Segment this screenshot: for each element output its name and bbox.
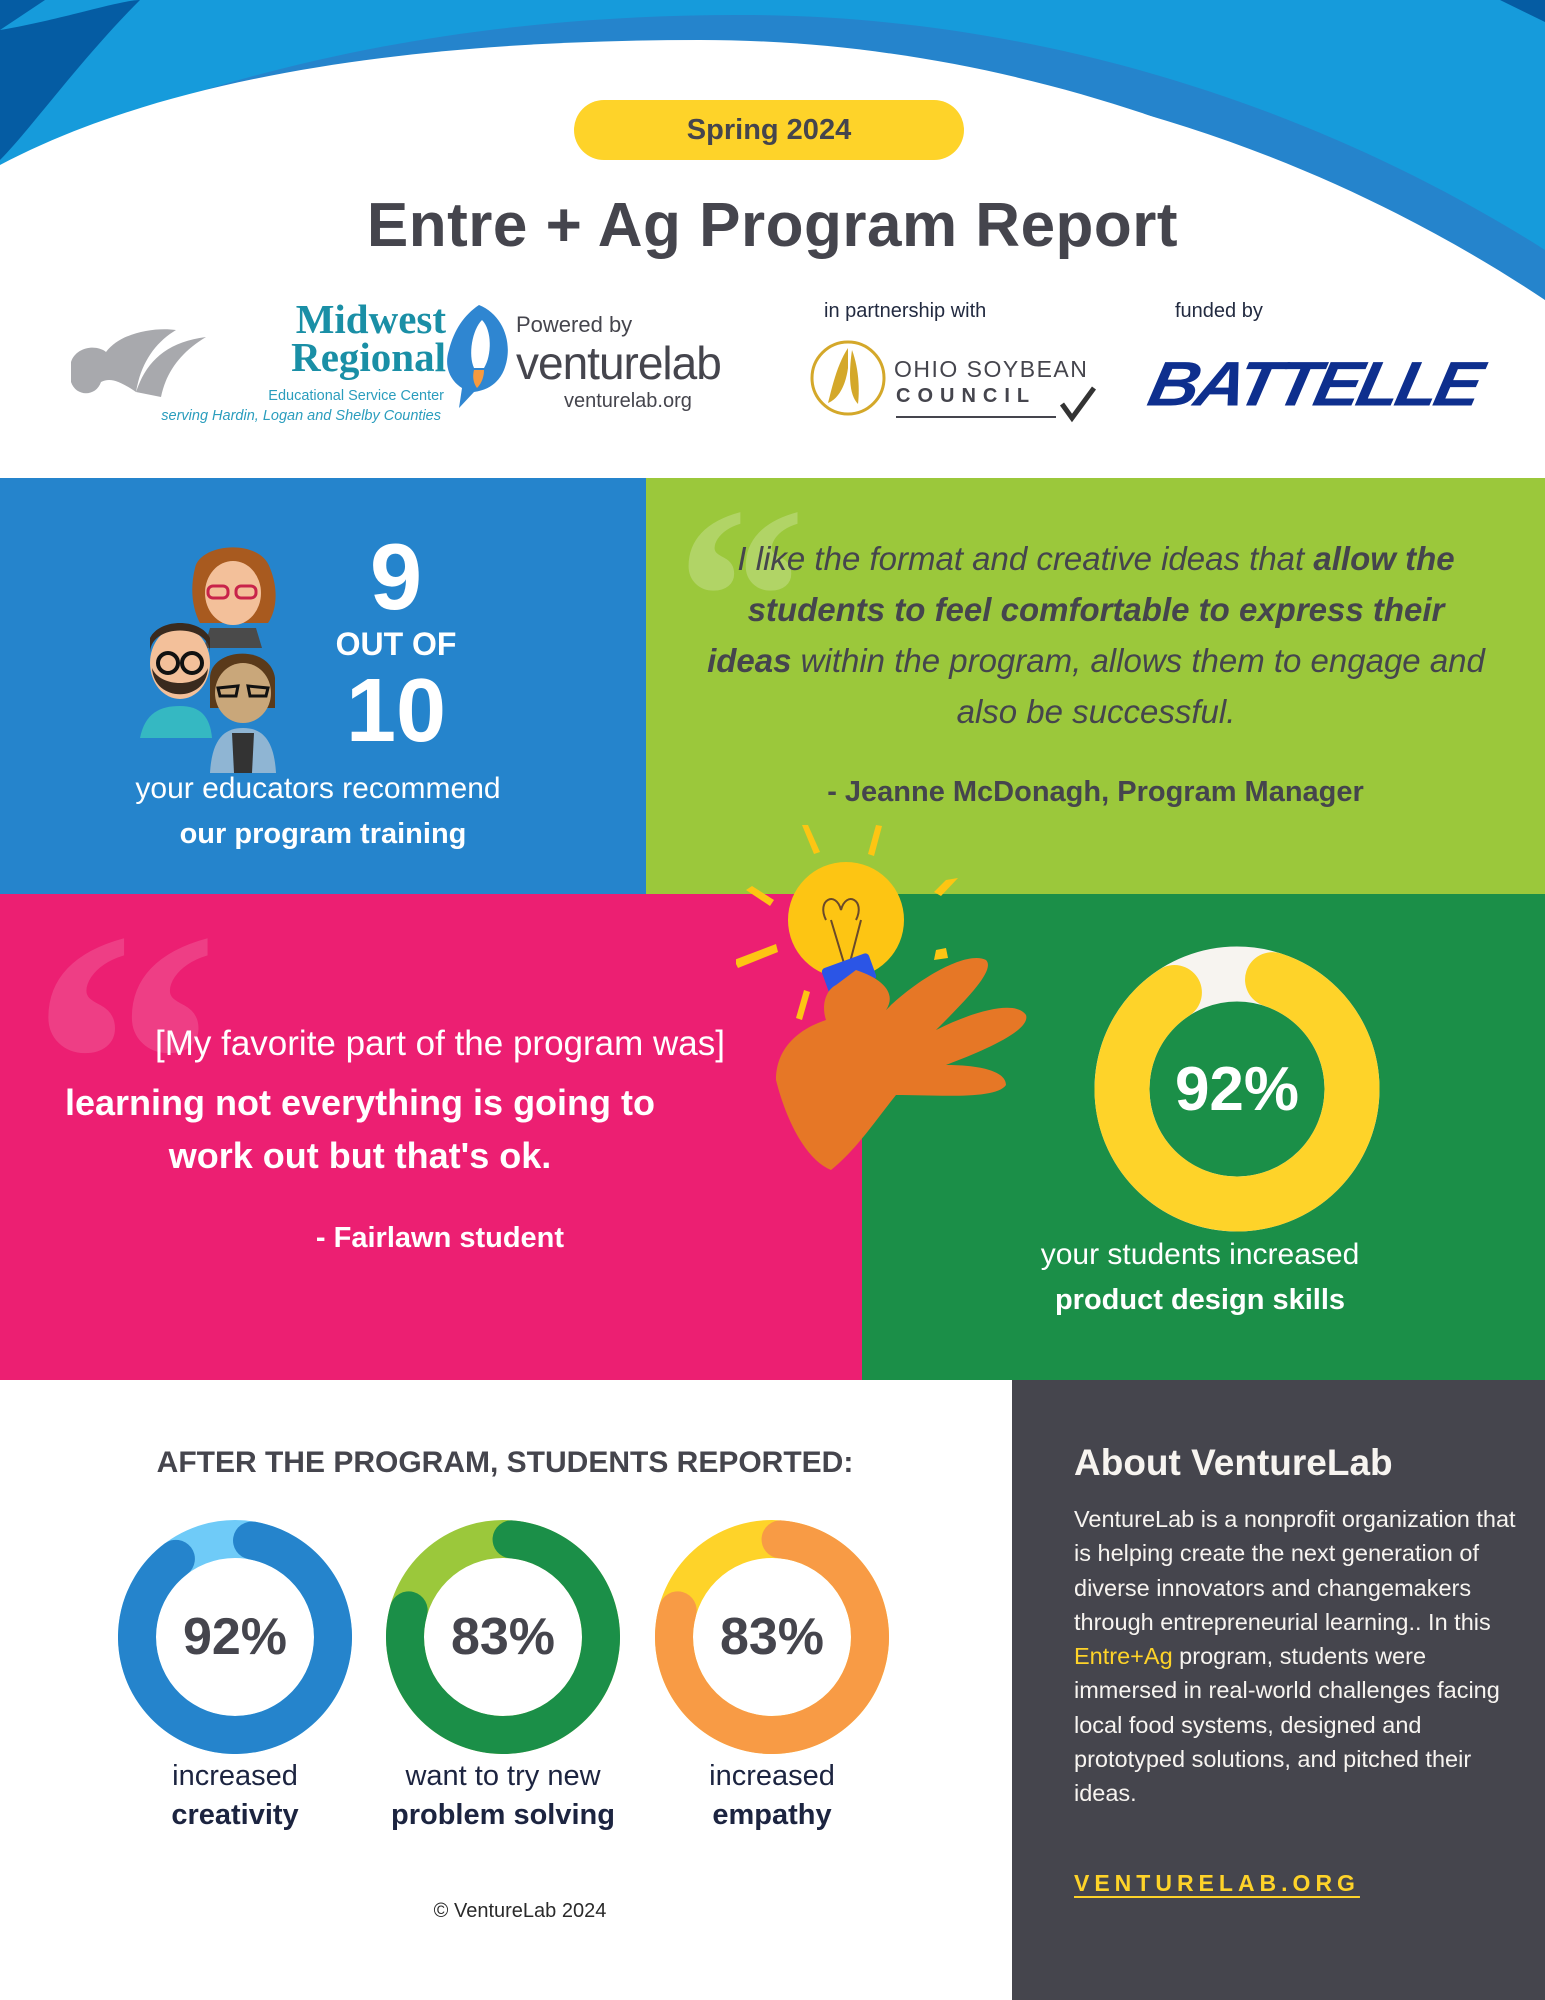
- midwest-wave-icon: [71, 329, 206, 397]
- about-highlight: Entre+Ag: [1074, 1643, 1173, 1670]
- empathy-label-bold: empathy: [712, 1799, 832, 1831]
- manager-quote-panel: “ I like the format and creative ideas t…: [646, 468, 1545, 894]
- copyright: © VentureLab 2024: [433, 1900, 607, 1922]
- powered-by-label: Powered by: [516, 312, 633, 337]
- season-badge: Spring 2024: [574, 100, 964, 160]
- midwest-line1: Midwest: [295, 296, 446, 342]
- midwest-subtitle: Educational Service Center: [268, 388, 444, 404]
- creativity-label: increased: [172, 1760, 298, 1792]
- quote-bold: allow the students to feel comfortable t…: [707, 540, 1455, 679]
- partnership-label: in partnership with: [824, 300, 987, 322]
- battelle-logo: funded by BATTELLE: [1143, 300, 1486, 430]
- creativity-donut: [118, 1520, 352, 1754]
- stats-heading: AFTER THE PROGRAM, STUDENTS REPORTED:: [156, 1446, 854, 1479]
- funded-by-label: funded by: [1175, 300, 1263, 322]
- product-design-caption: your students increased: [1040, 1238, 1360, 1271]
- educators-caption: your educators recommend: [135, 772, 501, 805]
- quote-mark-icon: “: [30, 853, 220, 1274]
- battelle-wordmark: BATTELLE: [1142, 348, 1486, 420]
- page-title: Entre + Ag Program Report: [366, 191, 1179, 260]
- educators-illustration: [140, 547, 276, 773]
- out-of-label: OUT OF: [335, 626, 457, 662]
- product-design-caption-bold: product design skills: [1054, 1284, 1346, 1316]
- about-body-part2: program, students were immersed in real-…: [1074, 1643, 1500, 1807]
- educators-caption-bold: our program training: [179, 818, 467, 850]
- product-design-value: 92%: [1174, 1054, 1300, 1124]
- about-body-part1: VentureLab is a nonprofit organization t…: [1074, 1506, 1516, 1635]
- header-waves-graphic: [0, 0, 1545, 478]
- creativity-label-bold: creativity: [171, 1799, 299, 1831]
- venturelab-wordmark: venturelab: [516, 337, 722, 389]
- lightbulb-hand-illustration: [736, 825, 1027, 1170]
- checkmark-icon: [1059, 386, 1097, 423]
- about-panel: About VentureLab VentureLab is a nonprof…: [1012, 1380, 1545, 2000]
- midwest-regional-logo: Midwest Regional Educational Service Cen…: [66, 299, 446, 430]
- empathy-label: increased: [709, 1760, 835, 1792]
- header: Spring 2024 Entre + Ag Program Report Mi…: [0, 0, 1545, 478]
- empathy-donut: [655, 1520, 889, 1754]
- student-quote-bold: learning not everything is going to work…: [64, 1082, 656, 1176]
- product-design-donut: [1094, 946, 1380, 1232]
- student-quote-panel: “ [My favorite part of the program was] …: [0, 874, 862, 1380]
- educators-total: 10: [345, 661, 447, 761]
- midwest-title: Midwest Regional: [196, 296, 446, 380]
- student-quote-attribution: - Fairlawn student: [315, 1222, 565, 1254]
- about-body: VentureLab is a nonprofit organization t…: [1074, 1502, 1524, 1811]
- problem-solving-label: want to try new: [405, 1760, 601, 1792]
- soybean-line1: OHIO SOYBEAN: [894, 356, 1089, 382]
- about-title: About VentureLab: [1074, 1442, 1393, 1483]
- educators-panel: 9 OUT OF 10 your educators recommend our…: [0, 478, 646, 894]
- problem-solving-value: 83%: [450, 1608, 556, 1666]
- student-quote-intro: [My favorite part of the program was]: [155, 1024, 725, 1063]
- problem-solving-donut: [386, 1520, 620, 1754]
- rocket-icon: [447, 305, 508, 408]
- venturelab-link[interactable]: VENTURELAB.ORG: [1074, 1870, 1360, 1896]
- educators-count: 9: [369, 524, 423, 629]
- empathy-value: 83%: [719, 1608, 825, 1666]
- quote-part1: I like the format and creative ideas tha…: [737, 540, 1314, 577]
- midwest-line2: Regional: [291, 334, 446, 380]
- creativity-value: 92%: [182, 1608, 288, 1666]
- soybean-icon: [810, 340, 886, 416]
- problem-solving-label-bold: problem solving: [391, 1799, 615, 1831]
- quote-mark-icon: “: [676, 454, 806, 742]
- soybean-line2: COUNCIL: [896, 385, 1037, 407]
- manager-quote-text: I like the format and creative ideas tha…: [706, 533, 1486, 737]
- student-quote-text: learning not everything is going to work…: [0, 1076, 880, 1182]
- venturelab-url: venturelab.org: [564, 390, 692, 412]
- partner-logos: Midwest Regional Educational Service Cen…: [0, 290, 1545, 440]
- soybean-underline: [896, 416, 1056, 418]
- venturelab-logo: Powered by venturelab venturelab.org: [444, 300, 744, 412]
- manager-quote-attribution: - Jeanne McDonagh, Program Manager: [827, 776, 1364, 808]
- quote-part2: within the program, allows them to engag…: [791, 642, 1485, 730]
- midwest-serving: serving Hardin, Logan and Shelby Countie…: [161, 408, 441, 424]
- ohio-soybean-council-logo: in partnership with OHIO SOYBEAN COUNCIL: [808, 300, 1108, 430]
